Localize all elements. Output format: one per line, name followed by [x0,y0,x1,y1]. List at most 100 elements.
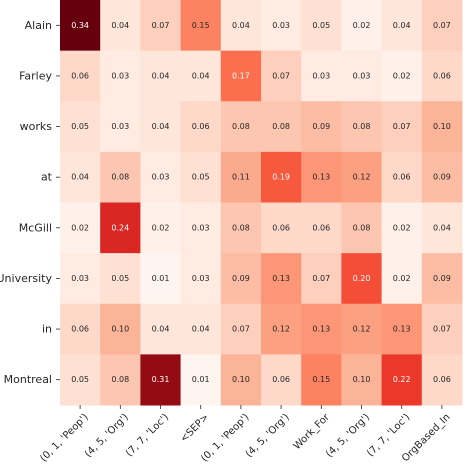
heatmap-cell [261,101,302,153]
heatmap-cell [60,354,101,406]
heatmap-cell-labels: 0.34 0.04 0.07 0.15 0.04 0.03 0.05 0.02 0.04 0.07… [71,21,451,384]
cell-value-label: 0.20 [353,274,371,283]
cell-value-label: 0.34 [71,21,89,30]
cell-value-label: 0.12 [272,325,290,334]
cell-value-label: 0.10 [232,375,250,384]
cell-value-label: 0.09 [433,173,451,182]
cell-value-label: 0.03 [71,274,89,283]
cell-value-label: 0.08 [353,122,371,131]
heatmap-cell [301,101,342,153]
heatmap-cell [60,202,101,254]
heatmap-cell [381,303,423,355]
heatmap-cell [381,0,423,52]
cell-value-label: 0.17 [232,71,250,80]
heatmap-cell [261,202,302,254]
heatmap-cell [220,303,262,355]
x-tick-label: (4, 5, 'Org') [244,412,292,460]
heatmap-cell [421,303,463,355]
heatmap-cell [180,50,222,102]
heatmap-cell [341,151,383,204]
heatmap-cell [180,151,222,204]
heatmap-cell [261,0,302,52]
heatmap-cell [180,253,222,305]
heatmap-cell [100,101,141,153]
heatmap-cell [140,50,182,102]
heatmap-cell [100,151,141,204]
y-tick-label: University [0,272,52,285]
cell-value-label: 0.06 [192,122,210,131]
heatmap-cell [100,0,141,52]
y-tick-label: Montreal [4,373,52,386]
cell-value-label: 0.06 [433,71,451,80]
heatmap-cell [180,354,222,406]
cell-value-label: 0.02 [71,223,89,232]
heatmap-cell [180,202,222,254]
heatmap-cell [421,50,463,102]
cell-value-label: 0.01 [152,274,170,283]
cell-value-label: 0.07 [433,325,451,334]
heatmap-cell [140,253,182,305]
cell-value-label: 0.05 [71,122,89,131]
heatmap-cell [140,354,182,406]
y-tick-label: Farley [19,69,52,82]
cell-value-label: 0.07 [232,325,250,334]
heatmap-cell [381,101,423,153]
heatmap-cell [100,50,141,102]
x-axis: (0, 1, 'Peop')(4, 5, 'Org')(7, 7, 'Loc')… [38,405,453,464]
heatmap-cell [301,50,342,102]
cell-value-label: 0.05 [111,274,129,283]
heatmap-cell [381,151,423,204]
y-tick-label: works [20,120,53,133]
heatmap-cell [100,354,141,406]
heatmap-cell [381,50,423,102]
heatmap-cell [261,50,302,102]
heatmap-cell [60,253,101,305]
heatmap-cell [341,202,383,254]
cell-value-label: 0.03 [312,71,330,80]
cell-value-label: 0.04 [71,173,89,182]
cell-value-label: 0.04 [192,71,210,80]
heatmap-cell [60,0,101,52]
heatmap-cell [60,101,101,153]
cell-value-label: 0.03 [192,223,210,232]
x-tick-label: (4, 5, 'Org') [83,412,131,460]
heatmap-cell [381,202,423,254]
cell-value-label: 0.08 [232,223,250,232]
cell-value-label: 0.03 [152,173,170,182]
x-tick-label: Work_For [292,411,333,452]
cell-value-label: 0.03 [111,122,129,131]
heatmap-cell [220,50,262,102]
cell-value-label: 0.15 [312,375,330,384]
cell-value-label: 0.02 [393,223,411,232]
cell-value-label: 0.04 [111,21,129,30]
cell-value-label: 0.11 [232,173,250,182]
heatmap-cell [60,151,101,204]
heatmap-cell [140,151,182,204]
x-tick-label: (7, 7, 'Loc') [124,412,171,459]
cell-value-label: 0.07 [393,122,411,131]
cell-value-label: 0.07 [152,21,170,30]
heatmap-cell [180,0,222,52]
heatmap-cell [261,303,302,355]
cell-value-label: 0.05 [312,21,330,30]
cell-value-label: 0.08 [111,173,129,182]
heatmap-cell [301,354,342,406]
heatmap-cell [341,253,383,305]
cell-value-label: 0.04 [152,71,170,80]
heatmap-cell [140,101,182,153]
heatmap-cell [341,0,383,52]
heatmap-cell [421,354,463,406]
cell-value-label: 0.09 [433,274,451,283]
x-tick-label: (4, 5, 'Org') [324,412,372,460]
cell-value-label: 0.19 [272,173,290,182]
cell-value-label: 0.08 [111,375,129,384]
x-tick-label: <SEP> [178,412,211,445]
cell-value-label: 0.08 [353,223,371,232]
cell-value-label: 0.01 [192,375,210,384]
heatmap-cell [220,101,262,153]
cell-value-label: 0.13 [312,325,330,334]
cell-value-label: 0.10 [433,122,451,131]
heatmap-cell [301,0,342,52]
heatmap-cell [140,303,182,355]
cell-value-label: 0.05 [192,173,210,182]
